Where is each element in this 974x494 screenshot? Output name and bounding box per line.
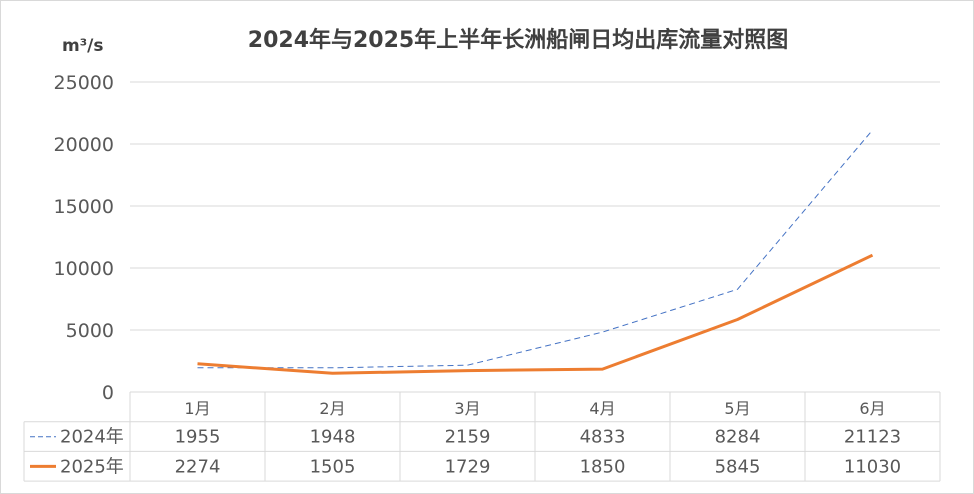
x-category-label: 2月 xyxy=(319,399,345,418)
x-category-label: 6月 xyxy=(859,399,885,418)
table-value: 5845 xyxy=(715,456,761,477)
x-category-label: 1月 xyxy=(184,399,210,418)
table-value: 4833 xyxy=(580,427,626,448)
series-line-2025年 xyxy=(197,253,874,375)
y-axis-unit-label: m³/s xyxy=(62,36,104,56)
table-value: 2274 xyxy=(175,456,221,477)
y-tick-label: 0 xyxy=(102,382,114,404)
table-value: 1948 xyxy=(310,427,356,448)
y-tick-label: 25000 xyxy=(54,72,114,94)
table-value: 21123 xyxy=(844,427,901,448)
y-tick-label: 15000 xyxy=(54,196,114,218)
table-value: 1955 xyxy=(175,427,221,448)
legend-label: 2025年 xyxy=(60,456,124,477)
table-value: 1505 xyxy=(310,456,356,477)
table-value: 1729 xyxy=(445,456,491,477)
y-tick-label: 20000 xyxy=(54,134,114,156)
x-category-label: 4月 xyxy=(589,399,615,418)
y-tick-label: 5000 xyxy=(66,320,114,342)
chart-title: 2024年与2025年上半年长洲船闸日均出库流量对照图 xyxy=(247,28,789,53)
series-line-2024年 xyxy=(197,129,873,369)
x-category-label: 5月 xyxy=(724,399,750,418)
y-tick-label: 10000 xyxy=(54,258,114,280)
table-value: 1850 xyxy=(580,456,626,477)
table-value: 8284 xyxy=(715,427,761,448)
table-value: 11030 xyxy=(844,456,901,477)
legend-label: 2024年 xyxy=(60,427,124,448)
x-category-label: 3月 xyxy=(454,399,480,418)
table-value: 2159 xyxy=(445,427,491,448)
